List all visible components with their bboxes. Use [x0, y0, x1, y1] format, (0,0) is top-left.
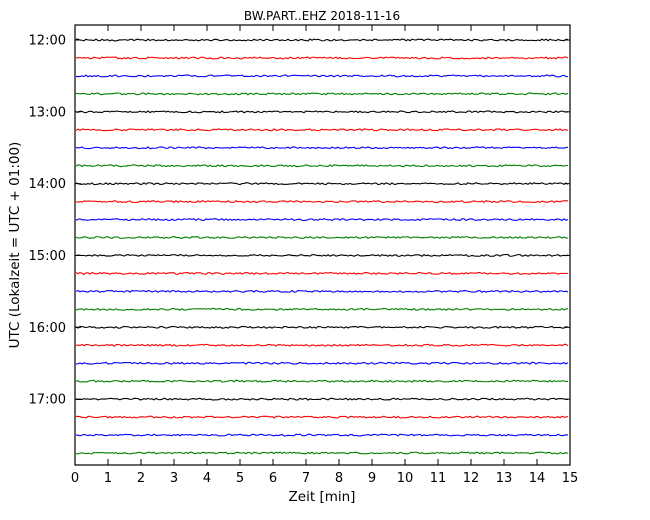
trace-row: [75, 235, 569, 240]
x-tick-label: 7: [302, 471, 310, 486]
chart-title: BW.PART..EHZ 2018-11-16: [243, 9, 401, 23]
y-tick-label: 15:00: [29, 249, 66, 264]
trace-row: [75, 379, 569, 383]
x-tick-label: 6: [269, 471, 277, 486]
x-tick-label: 11: [430, 471, 447, 486]
trace-row: [75, 289, 569, 293]
trace-row: [75, 128, 569, 132]
trace-row: [75, 307, 569, 311]
trace-row: [75, 253, 569, 257]
y-axis-label: UTC (Lokalzeit = UTC + 01:00): [7, 141, 23, 349]
x-tick-label: 9: [368, 471, 376, 486]
trace-row: [75, 415, 569, 419]
trace-row: [75, 343, 569, 347]
x-tick-label: 15: [562, 471, 579, 486]
trace-row: [75, 182, 569, 186]
x-tick-label: 8: [335, 471, 343, 486]
x-axis-label: Zeit [min]: [288, 489, 356, 505]
x-tick-label: 13: [496, 471, 513, 486]
x-tick-label: 12: [463, 471, 480, 486]
trace-row: [75, 110, 569, 114]
x-tick-label: 10: [397, 471, 414, 486]
x-tick-label: 3: [170, 471, 178, 486]
y-tick-label: 12:00: [29, 34, 66, 49]
trace-row: [75, 271, 569, 275]
x-tick-label: 1: [104, 471, 112, 486]
trace-row: [75, 74, 569, 78]
x-tick-label: 4: [203, 471, 211, 486]
y-tick-label: 17:00: [29, 393, 66, 408]
trace-row: [75, 164, 569, 168]
trace-row: [75, 397, 569, 401]
trace-row: [75, 361, 569, 365]
x-tick-label: 14: [529, 471, 546, 486]
x-tick-label: 0: [71, 471, 79, 486]
x-tick-label: 2: [137, 471, 145, 486]
trace-row: [75, 92, 569, 96]
trace-row: [75, 451, 569, 455]
trace-row: [75, 433, 569, 437]
trace-row: [75, 38, 569, 42]
y-tick-label: 13:00: [29, 105, 66, 120]
y-tick-label: 14:00: [29, 177, 66, 192]
x-tick-label: 5: [236, 471, 244, 486]
trace-row: [75, 146, 569, 150]
y-tick-label: 16:00: [29, 321, 66, 336]
trace-row: [75, 200, 569, 204]
axes-frame: [74, 24, 571, 466]
trace-row: [75, 56, 569, 60]
trace-row: [75, 218, 569, 222]
trace-row: [75, 325, 569, 329]
